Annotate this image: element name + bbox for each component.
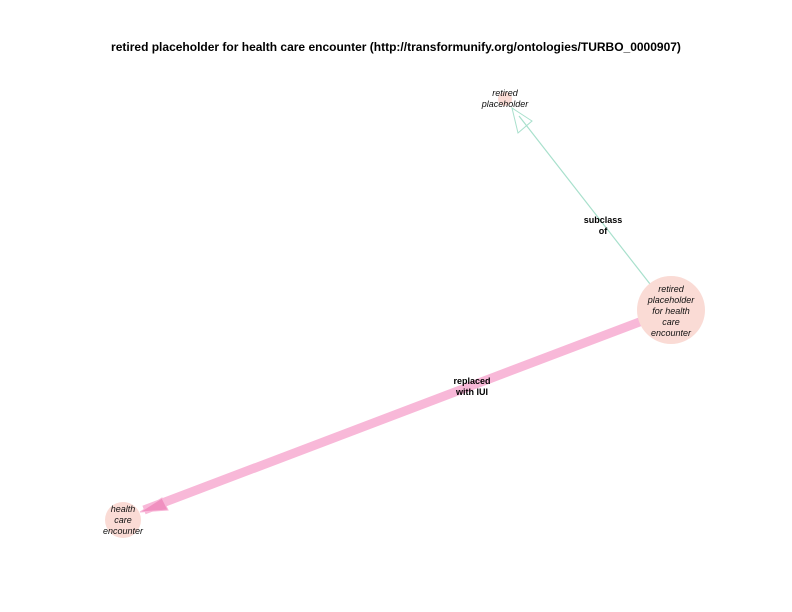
node-retired-placeholder-hce[interactable]: retired placeholder for health care enco… [637, 276, 705, 344]
node-health-care-encounter-label-1: health [111, 504, 136, 514]
edge-subclass-of: subclass of [511, 106, 651, 285]
node-retired-placeholder-hce-label-5: encounter [651, 328, 692, 338]
node-retired-placeholder-hce-label-2: placeholder [647, 295, 696, 305]
edge-replaced-arrowhead [139, 497, 169, 513]
edge-replaced-label-line-1: replaced [453, 376, 490, 386]
edge-replaced-line [142, 316, 644, 515]
node-health-care-encounter-label-2: care [114, 515, 132, 525]
edge-replaced-with-iui: replaced with IUI [139, 316, 644, 515]
diagram-title: retired placeholder for health care enco… [111, 40, 681, 54]
node-retired-placeholder-hce-label-4: care [662, 317, 680, 327]
edge-replaced-label-line-2: with IUI [455, 387, 488, 397]
node-retired-placeholder-label-1: retired [492, 88, 519, 98]
node-retired-placeholder-hce-label-3: for health [652, 306, 690, 316]
edge-subclass-label-line-2: of [599, 226, 608, 236]
node-retired-placeholder[interactable]: retired placeholder [481, 88, 530, 109]
edge-subclass-line [518, 115, 651, 285]
edge-subclass-label-line-1: subclass [584, 215, 623, 225]
edge-subclass-arrowhead [511, 106, 533, 134]
node-retired-placeholder-label-2: placeholder [481, 99, 530, 109]
node-retired-placeholder-circle [498, 92, 512, 106]
node-health-care-encounter-label-3: encounter [103, 526, 144, 536]
node-retired-placeholder-hce-circle [637, 276, 705, 344]
node-health-care-encounter[interactable]: health care encounter [103, 502, 144, 538]
node-health-care-encounter-circle [105, 502, 141, 538]
node-retired-placeholder-hce-label-1: retired [658, 284, 685, 294]
